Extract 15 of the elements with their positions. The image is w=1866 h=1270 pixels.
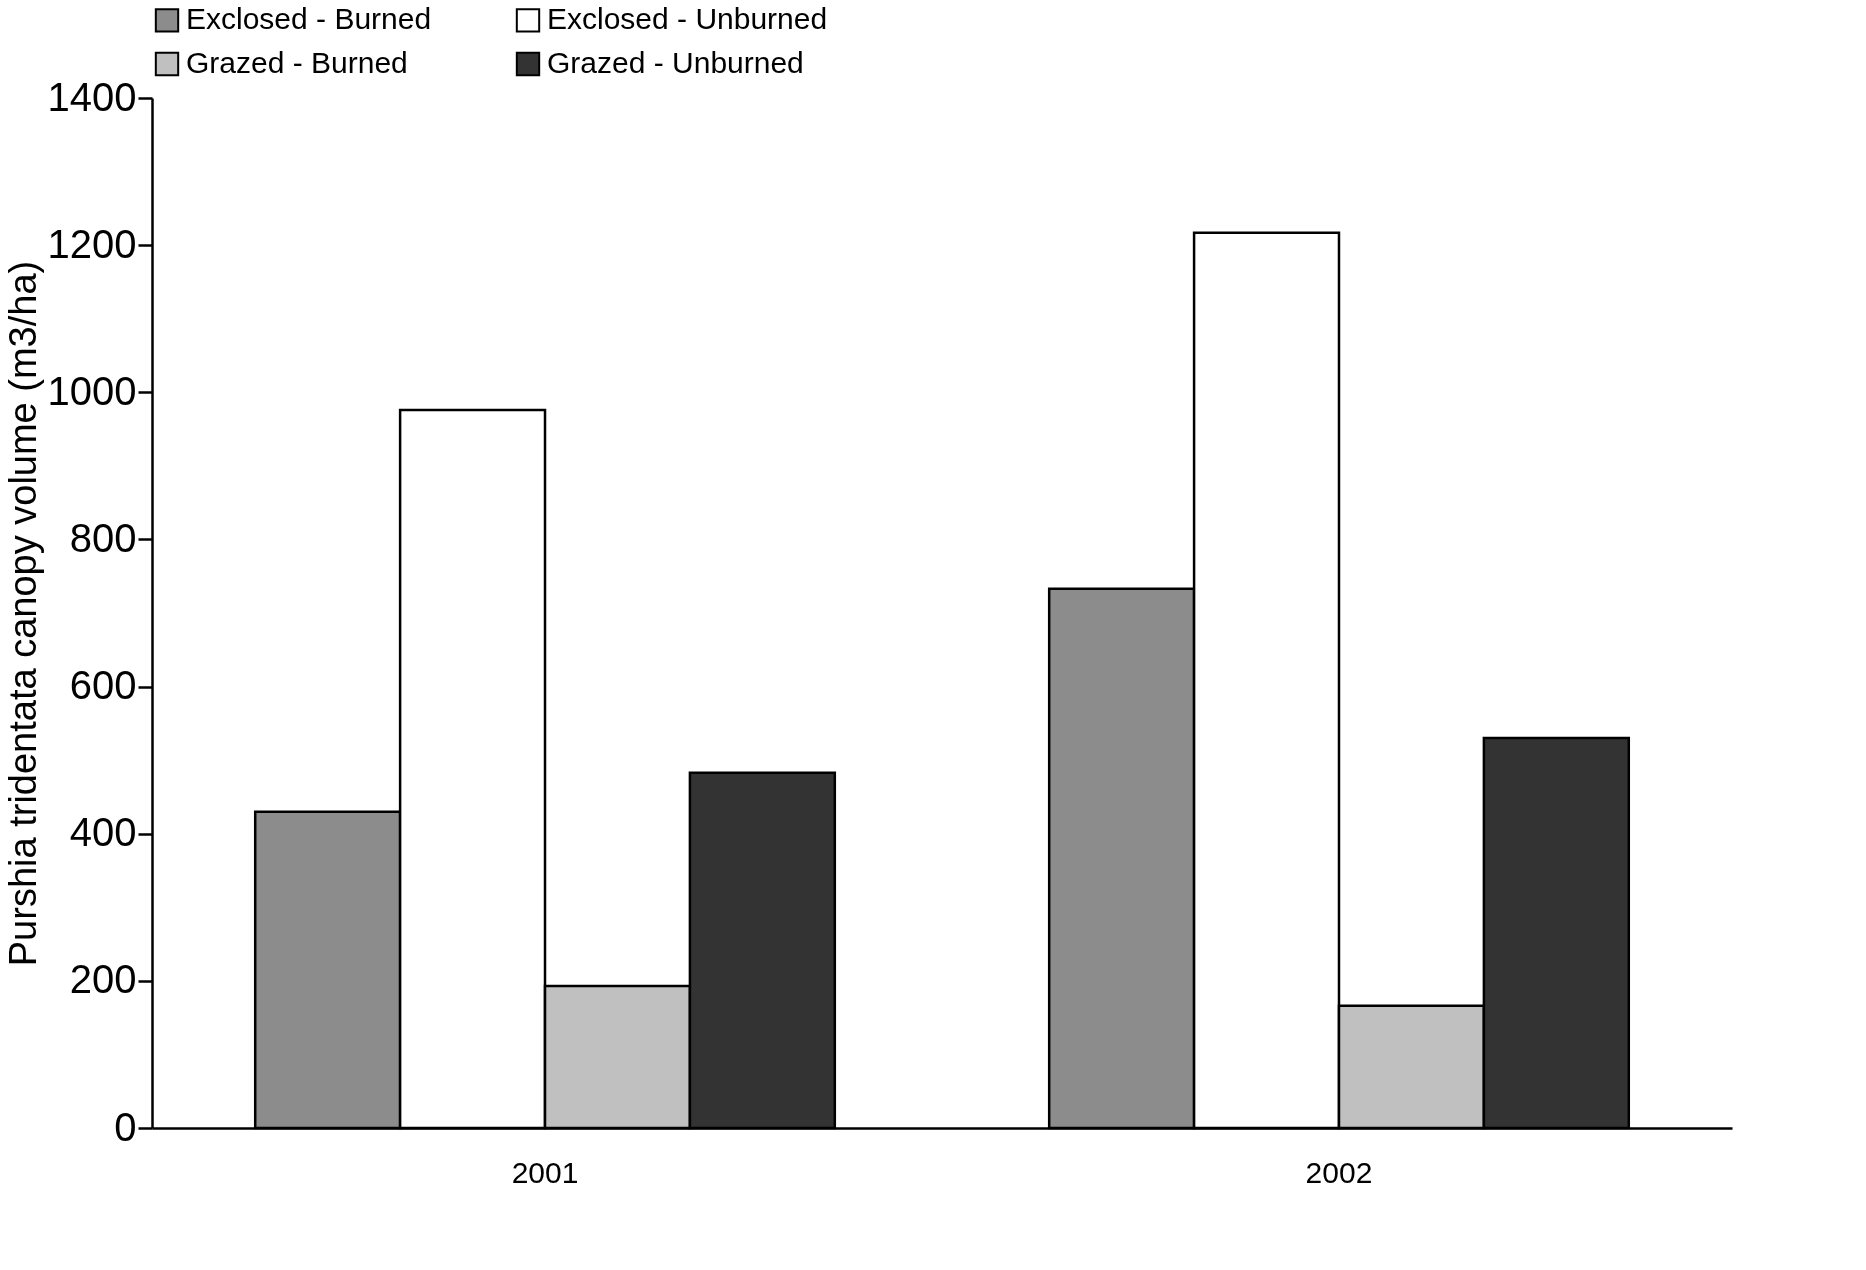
y-tick-label: 1000	[47, 368, 137, 413]
y-tick-label: 600	[69, 663, 137, 708]
y-axis-title: Purshia tridentata canopy volume (m3/ha)	[1, 260, 44, 967]
y-tick-label: 400	[69, 810, 137, 855]
legend-label: Exclosed - Burned	[186, 2, 432, 36]
x-tick-label: 2002	[1305, 1155, 1373, 1189]
legend-label: Grazed - Unburned	[547, 46, 804, 79]
y-tick-label: 1200	[47, 221, 137, 266]
y-tick-label: 200	[69, 957, 137, 1002]
y-tick-label: 800	[69, 515, 137, 560]
y-tick-label: 1400	[47, 74, 137, 119]
x-tick-label: 2001	[511, 1155, 579, 1189]
y-tick-label: 0	[114, 1104, 137, 1149]
legend-label: Grazed - Burned	[186, 46, 408, 79]
legend-label: Exclosed - Unburned	[547, 2, 828, 36]
